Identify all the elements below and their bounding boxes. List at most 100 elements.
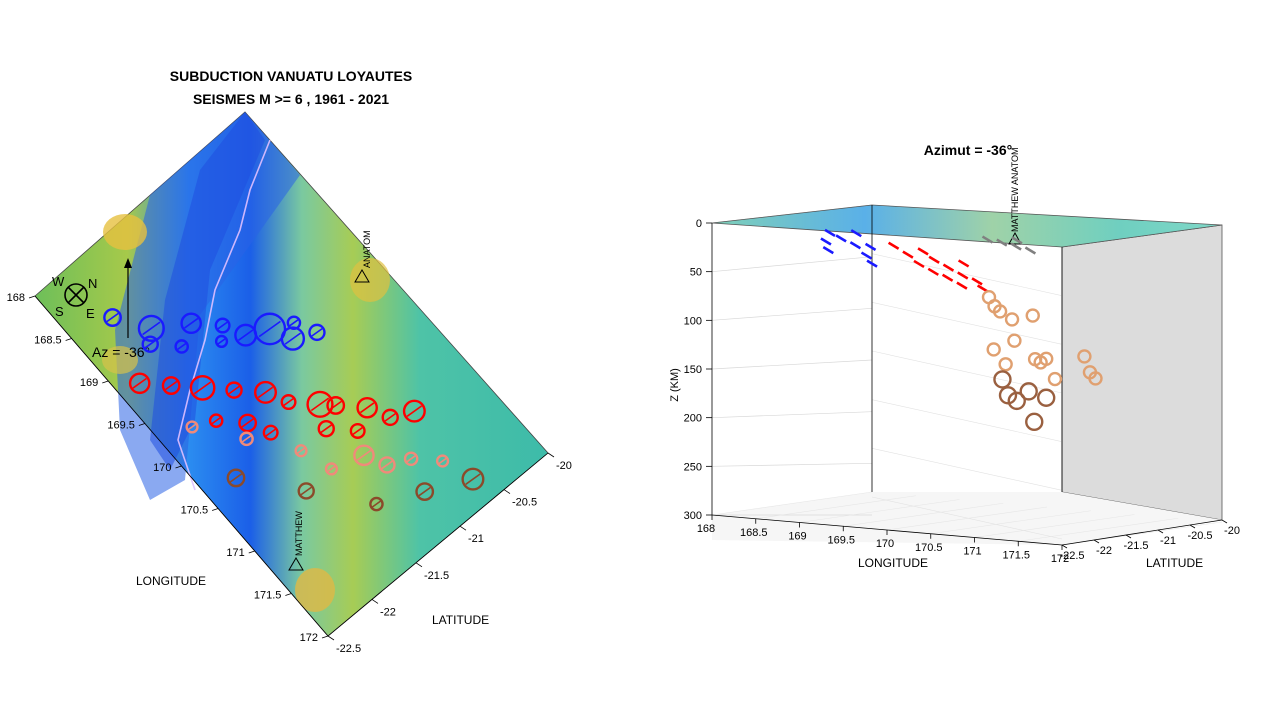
station-matthew-label: MATTHEW [294,511,304,556]
map-earthquake-mechanism [438,457,447,465]
map-lon-tick [211,508,219,511]
section-gridline [871,302,1063,345]
map-earthquake-mechanism [164,380,178,391]
section-earthquake-markers [820,228,1103,432]
section-earthquake-marker [986,342,1001,357]
map-earthquake-marker [306,390,334,418]
section-earthquake-marker [1004,312,1020,327]
section-earthquake-mechanism [941,273,954,282]
section-gridline [799,499,960,523]
map-earthquake-marker [189,374,216,401]
section-earthquake-marker [1088,371,1103,386]
map-lon-tick [138,423,146,426]
section-lat-tick-label: -22 [1096,545,1112,557]
map-earthquake-marker [174,339,189,354]
map-island-highlight [350,258,390,302]
section-z-label: Z (KM) [669,368,681,402]
map-earthquake-marker [208,413,224,429]
map-earthquake-mechanism [211,416,221,425]
section-earthquake-marker [998,357,1013,372]
map-earthquake-mechanism [320,424,332,434]
map-earthquake-marker [286,315,302,331]
section-gridline [871,253,1063,296]
map-earthquake-marker [253,312,287,346]
section-right-wall [1061,224,1223,521]
compass-north: N [88,276,97,291]
map-island-highlight [295,568,335,612]
map-earthquake-mechanism [406,405,423,417]
map-earthquake-marker [128,372,151,395]
section-lon-tick-label: 168 [697,523,715,535]
section-lat-tick-label: -21.5 [1123,540,1148,552]
section-lat-tick-label: -20 [1224,525,1240,537]
map-area [34,111,549,637]
map-lon-tick-label: 168 [7,292,25,304]
section-lat-tick [1189,524,1196,529]
section-earthquake-marker [1025,412,1044,432]
section-earthquake-mechanism [913,259,925,269]
map-lon-tick [285,593,292,596]
map-earthquake-mechanism [418,486,431,497]
section-z-tick-label: 300 [684,510,702,522]
map-earthquake-mechanism [144,339,156,349]
section-lat-tick [1157,529,1164,534]
map-lon-tick-label: 171.5 [254,590,282,602]
map-earthquake-mechanism [300,486,312,496]
section-earthquake-mechanism [864,242,877,251]
section-earthquake-mechanism [981,235,994,244]
map-earthquake-mechanism [217,321,228,330]
map-earthquake-marker [280,394,297,411]
section-z-tick-label: 250 [684,461,702,473]
map-earthquake-mechanism [228,385,240,395]
map-earthquake-marker [294,444,308,458]
section-earthquake-mechanism [917,247,929,256]
map-earthquake-mechanism [183,317,199,329]
map-lat-tick [371,599,379,604]
section-earthquake-mechanism [957,259,970,268]
map-lat-tick-label: -20 [556,460,572,472]
station-anatom-label: ANATOM [362,230,372,268]
map-earthquake-marker [214,334,229,349]
section-title: Azimut = -36° [924,142,1012,158]
section-gridline [711,359,873,370]
map-earthquake-mechanism [283,397,294,407]
station-matthew-icon [288,557,304,571]
section-earthquake-mechanism [928,255,940,264]
section-longitude-label: LONGITUDE [858,556,928,570]
section-earthquake-mechanism [956,281,968,290]
section-gridline [930,510,1091,535]
section-earthquake-mechanism [942,263,955,272]
map-earthquake-marker [349,422,366,439]
section-earthquake-mechanism [971,277,983,286]
map-lon-tick-label: 169 [80,377,98,389]
map-earthquake-marker [415,482,435,501]
map-earthquake-marker [161,376,181,395]
section-gridline [711,411,873,419]
section-earthquake-mechanism [1010,242,1022,251]
map-lon-tick [321,635,329,639]
section-lat-axis-line [1061,519,1223,546]
map-lon-tick [65,338,72,341]
map-earthquake-marker [308,323,326,342]
section-gridline [871,448,1063,491]
map-lon-tick-label: 170 [153,462,171,474]
section-top-surface [711,204,1223,248]
section-earthquake-marker [1007,333,1022,348]
section-gridline [711,307,873,321]
map-lon-tick-label: 170.5 [181,505,209,517]
map-earthquake-marker [461,467,485,491]
section-earthquake-marker [1038,351,1054,367]
section-lat-tick [1061,544,1068,549]
map-earthquake-marker [103,308,122,327]
map-earthquake-mechanism [217,338,226,345]
map-lon-tick-label: 168.5 [34,335,62,347]
map-earthquake-mechanism [132,377,147,389]
map-lat-tick [415,562,423,568]
section-gridline [755,495,916,520]
map-earthquake-marker [381,408,399,427]
map-earthquake-marker [239,431,254,447]
section-latitude-label: LATITUDE [1146,556,1203,570]
map-earthquake-marker [378,456,396,474]
section-earthquake-mechanism [996,238,1008,247]
